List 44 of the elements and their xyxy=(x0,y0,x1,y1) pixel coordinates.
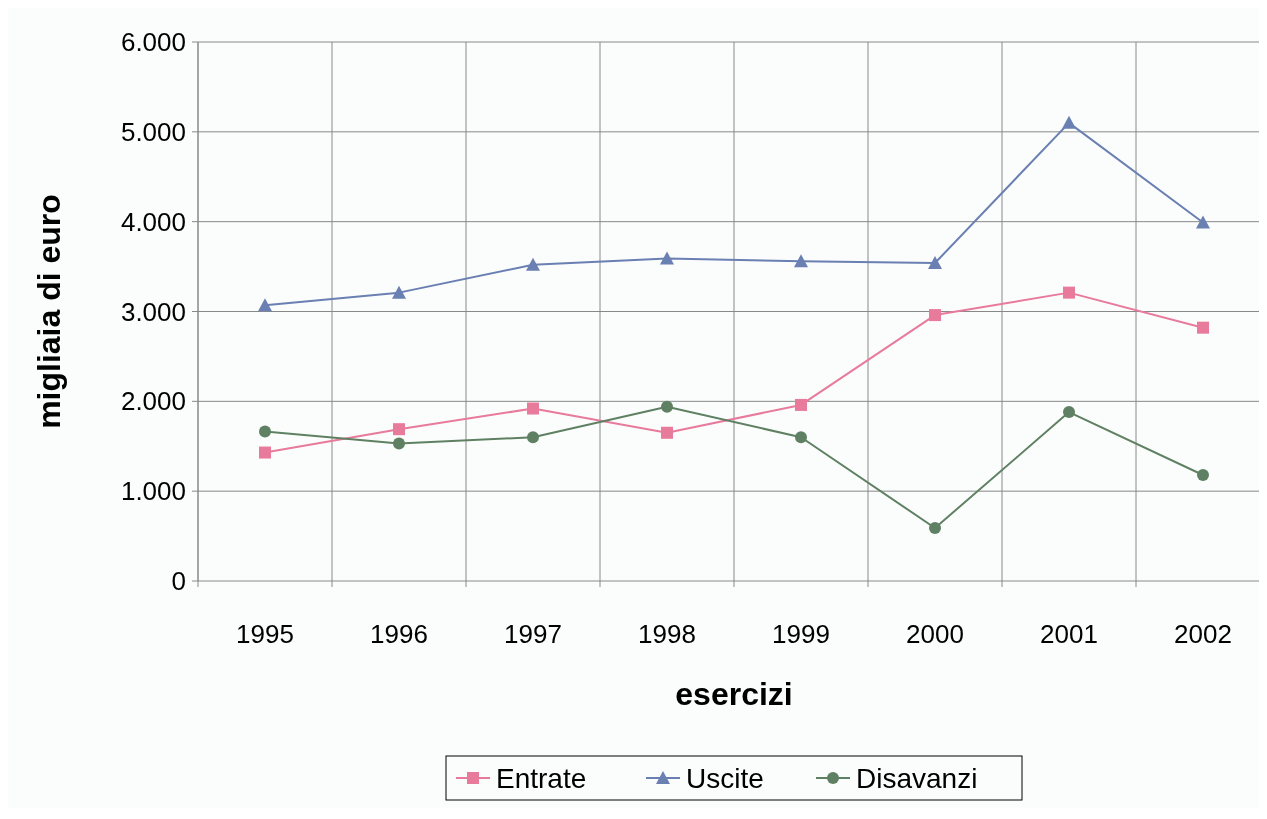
point xyxy=(527,402,539,415)
point xyxy=(526,257,540,271)
point xyxy=(795,398,807,411)
x-axis-title: esercizi xyxy=(675,676,793,712)
x-tick-label: 2000 xyxy=(906,619,964,649)
legend-label: Uscite xyxy=(686,762,764,794)
legend-label: Entrate xyxy=(496,762,587,794)
point xyxy=(1063,406,1075,419)
point xyxy=(393,423,405,436)
x-tick-label: 2002 xyxy=(1174,619,1232,649)
y-tick-label: 1.000 xyxy=(120,476,186,507)
y-tick-label: 3.000 xyxy=(120,296,186,327)
x-tick-label: 1998 xyxy=(638,619,696,649)
y-tick-label: 5.000 xyxy=(120,116,186,147)
point xyxy=(527,431,539,444)
point xyxy=(929,522,941,534)
point xyxy=(392,285,406,299)
point xyxy=(259,446,271,459)
x-tick-label: 1999 xyxy=(772,619,830,649)
y-axis-title: migliaia di euro xyxy=(31,194,67,429)
x-tick-label: 2001 xyxy=(1040,619,1098,649)
point xyxy=(1196,215,1210,229)
point xyxy=(795,431,807,444)
y-tick-label: 4.000 xyxy=(120,206,186,237)
point xyxy=(1197,469,1209,481)
point xyxy=(1063,286,1075,299)
point xyxy=(660,251,674,265)
y-tick-label: 0 xyxy=(171,566,186,597)
x-tick-label: 1995 xyxy=(236,619,294,649)
point xyxy=(259,425,271,438)
point xyxy=(661,426,673,439)
y-tick-label: 6.000 xyxy=(120,27,186,58)
y-tick-label: 2.000 xyxy=(120,386,186,417)
point xyxy=(929,309,941,322)
point xyxy=(258,298,272,312)
x-tick-label: 1997 xyxy=(504,619,562,649)
point xyxy=(928,255,942,269)
point xyxy=(393,437,405,450)
point xyxy=(661,400,673,413)
point xyxy=(1197,321,1209,334)
x-tick-label: 1996 xyxy=(370,619,428,649)
point xyxy=(1062,115,1076,129)
point xyxy=(794,254,808,268)
legend-label: Disavanzi xyxy=(856,762,978,794)
